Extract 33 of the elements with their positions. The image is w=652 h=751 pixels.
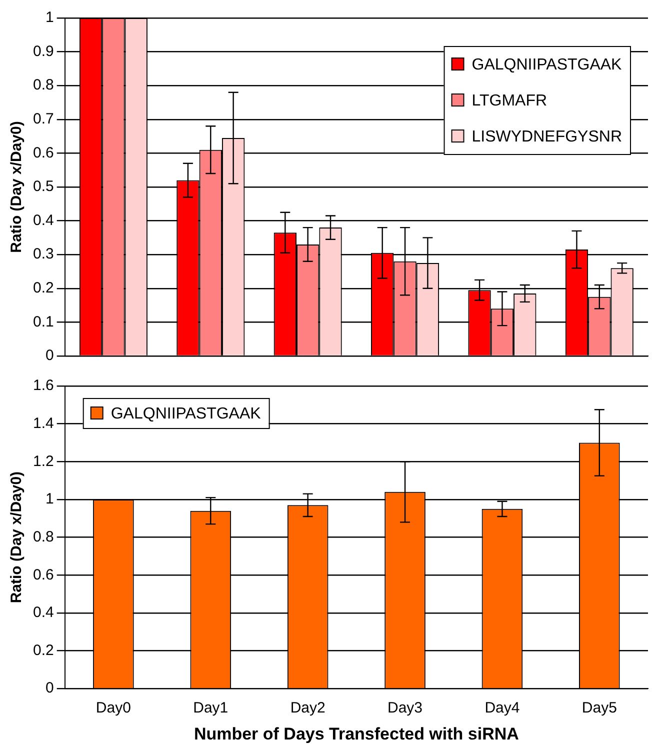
y-axis-title: Ratio (Day x/Day0) — [8, 121, 26, 253]
legend-label: GALQNIIPASTGAAK — [472, 56, 622, 74]
y-tick-label: 0.8 — [32, 76, 54, 94]
y-tick-label: 1.2 — [32, 452, 54, 470]
y-tick-label: 0.4 — [32, 604, 54, 622]
legend-label: GALQNIIPASTGAAK — [110, 405, 262, 422]
x-tick-label: Day3 — [388, 700, 423, 717]
y-tick-label: 1.6 — [32, 377, 54, 394]
y-tick-label: 0 — [46, 680, 54, 697]
y-tick-label: 0.8 — [32, 528, 54, 546]
y-tick-label: 0.6 — [32, 144, 54, 162]
y-axis-title: Ratio (Day x/Day0) — [8, 471, 26, 604]
y-tick-label: 0.7 — [32, 110, 54, 128]
y-tick-label: 0.2 — [32, 280, 54, 297]
x-tick-label: Day5 — [582, 700, 617, 717]
y-tick-label: 0.1 — [32, 313, 54, 330]
y-tick-label: 1.4 — [32, 414, 54, 432]
y-tick-label: 0.2 — [32, 642, 54, 659]
y-tick-label: 0.5 — [32, 178, 54, 196]
y-tick-label: 0.9 — [32, 42, 54, 60]
x-tick-label: Day0 — [96, 700, 131, 717]
y-tick-label: 0.6 — [32, 566, 54, 584]
x-axis-title: Number of Days Transfected with siRNA — [194, 724, 519, 744]
y-tick-label: 1 — [46, 490, 54, 508]
y-tick-label: 0 — [46, 347, 54, 364]
legend-label: LTGMAFR — [472, 92, 548, 110]
y-tick-label: 1 — [46, 9, 54, 26]
x-tick-label: Day2 — [290, 700, 326, 717]
legend-label: LISWYDNEFGYSNR — [472, 128, 622, 146]
x-tick-label: Day4 — [484, 700, 520, 717]
y-tick-label: 0.3 — [32, 246, 54, 263]
y-tick-label: 0.4 — [32, 212, 54, 229]
x-tick-label: Day1 — [193, 700, 228, 717]
